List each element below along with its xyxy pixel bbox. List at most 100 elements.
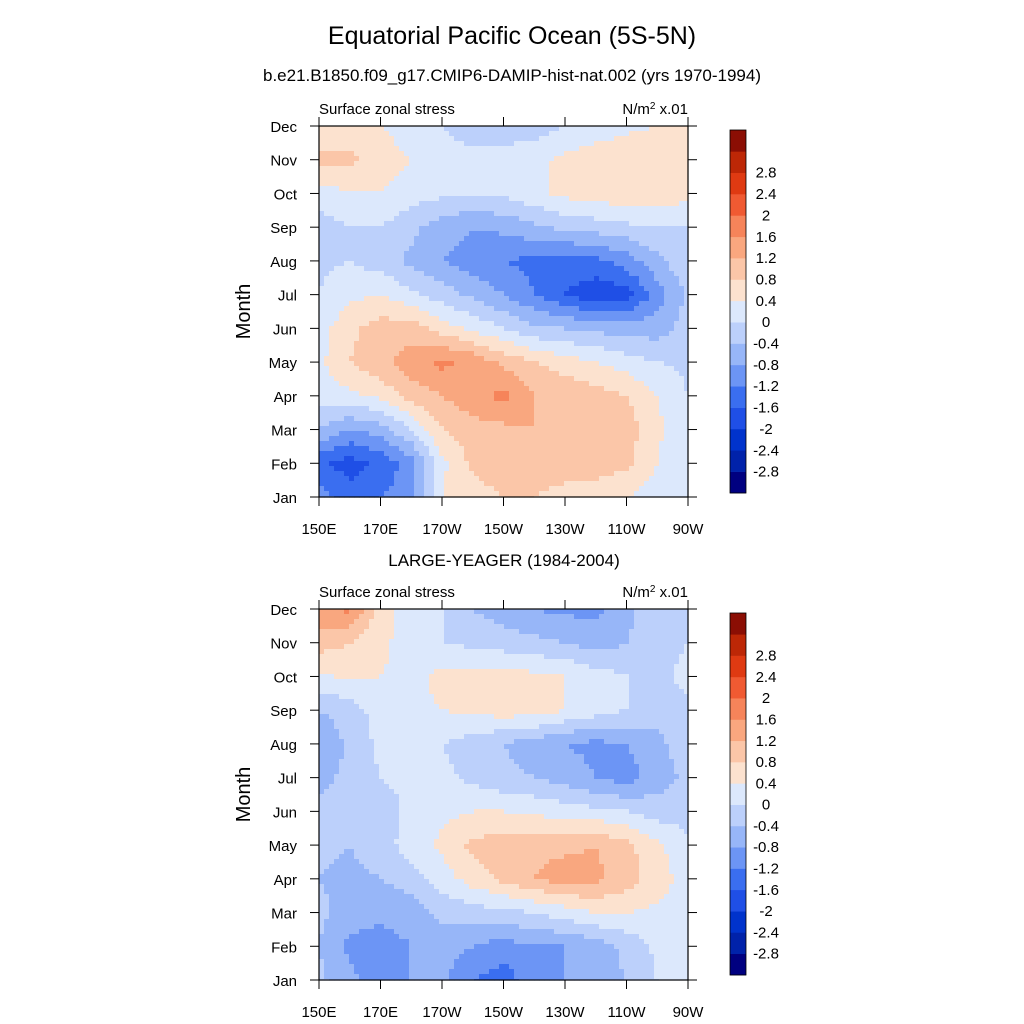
heatmap-cell: [384, 296, 390, 302]
heatmap-cell: [539, 246, 545, 252]
heatmap-cell: [464, 416, 470, 422]
heatmap-cell: [349, 306, 355, 312]
heatmap-cell: [569, 311, 575, 317]
heatmap-cell: [639, 246, 645, 252]
heatmap-cell: [684, 216, 689, 222]
heatmap-cell: [444, 241, 450, 247]
heatmap-cell: [609, 441, 615, 447]
heatmap-cell: [324, 291, 330, 297]
heatmap-cell: [544, 291, 550, 297]
heatmap-cell: [534, 206, 540, 212]
heatmap-cell: [589, 251, 595, 257]
heatmap-cell: [429, 136, 435, 142]
heatmap-cell: [519, 321, 525, 327]
heatmap-cell: [459, 186, 465, 192]
heatmap-cell: [579, 436, 585, 442]
heatmap-cell: [324, 386, 330, 392]
heatmap-cell: [444, 366, 450, 372]
heatmap-cell: [549, 431, 555, 437]
heatmap-cell: [489, 336, 495, 342]
heatmap-cell: [659, 291, 665, 297]
heatmap-cell: [364, 381, 370, 387]
heatmap-cell: [529, 156, 535, 162]
heatmap-cell: [489, 261, 495, 267]
heatmap-cell: [399, 151, 405, 157]
heatmap-cell: [549, 371, 555, 377]
heatmap-cell: [484, 126, 490, 132]
heatmap-cell: [684, 321, 689, 327]
heatmap-cell: [599, 156, 605, 162]
heatmap-cell: [474, 216, 480, 222]
heatmap-cell: [359, 311, 365, 317]
heatmap-cell: [684, 241, 689, 247]
heatmap-cell: [394, 226, 400, 232]
heatmap-cell: [454, 186, 460, 192]
heatmap-cell: [424, 171, 430, 177]
heatmap-cell: [464, 301, 470, 307]
heatmap-cell: [614, 341, 620, 347]
heatmap-cell: [319, 236, 325, 242]
heatmap-cell: [374, 336, 380, 342]
heatmap-cell: [544, 336, 550, 342]
heatmap-cell: [574, 251, 580, 257]
heatmap-cell: [444, 151, 450, 157]
heatmap-cell: [669, 246, 675, 252]
heatmap-cell: [659, 186, 665, 192]
heatmap-cell: [319, 446, 325, 452]
heatmap-cell: [359, 191, 365, 197]
heatmap-cell: [644, 266, 650, 272]
heatmap-cell: [469, 381, 475, 387]
heatmap-cell: [584, 431, 590, 437]
heatmap-cell: [349, 376, 355, 382]
heatmap-cell: [464, 461, 470, 467]
heatmap-cell: [509, 361, 515, 367]
heatmap-cell: [574, 256, 580, 262]
heatmap-cell: [669, 366, 675, 372]
heatmap-cell: [414, 311, 420, 317]
heatmap-cell: [444, 201, 450, 207]
heatmap-cell: [614, 131, 620, 137]
heatmap-cell: [359, 376, 365, 382]
heatmap-cell: [364, 251, 370, 257]
heatmap-cell: [389, 336, 395, 342]
heatmap-cell: [569, 266, 575, 272]
heatmap-cell: [649, 336, 655, 342]
heatmap-cell: [369, 366, 375, 372]
heatmap-cell: [489, 276, 495, 282]
heatmap-cell: [649, 181, 655, 187]
heatmap-cell: [469, 271, 475, 277]
heatmap-cell: [569, 371, 575, 377]
heatmap-cell: [414, 451, 420, 457]
heatmap-cell: [624, 331, 630, 337]
heatmap-cell: [569, 356, 575, 362]
heatmap-cell: [659, 381, 665, 387]
heatmap-cell: [619, 276, 625, 282]
heatmap-cell: [379, 331, 385, 337]
heatmap-cell: [389, 416, 395, 422]
heatmap-cell: [569, 166, 575, 172]
heatmap-cell: [594, 331, 600, 337]
heatmap-cell: [499, 271, 505, 277]
heatmap-cell: [359, 251, 365, 257]
heatmap-cell: [429, 391, 435, 397]
heatmap-cell: [549, 286, 555, 292]
heatmap-cell: [399, 246, 405, 252]
heatmap-cell: [589, 196, 595, 202]
heatmap-cell: [619, 261, 625, 267]
heatmap-cell: [369, 136, 375, 142]
heatmap-cell: [434, 411, 440, 417]
heatmap-cell: [589, 321, 595, 327]
heatmap-cell: [459, 161, 465, 167]
heatmap-cell: [519, 446, 525, 452]
heatmap-cell: [339, 446, 345, 452]
heatmap-cell: [604, 441, 610, 447]
heatmap-cell: [444, 381, 450, 387]
heatmap-cell: [619, 456, 625, 462]
heatmap-cell: [394, 396, 400, 402]
heatmap-cell: [669, 151, 675, 157]
heatmap-cell: [409, 341, 415, 347]
heatmap-cell: [664, 361, 670, 367]
heatmap-cell: [364, 211, 370, 217]
heatmap-cell: [399, 231, 405, 237]
heatmap-cell: [329, 291, 335, 297]
